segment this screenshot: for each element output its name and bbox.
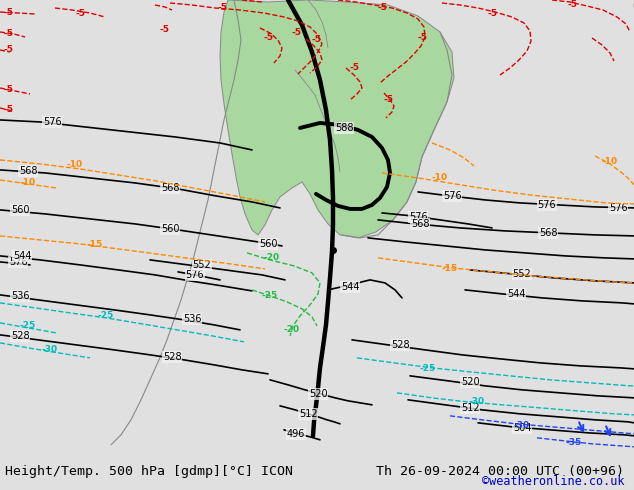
Text: -10: -10 (432, 173, 448, 182)
Text: 512: 512 (299, 409, 317, 419)
Text: 528: 528 (11, 331, 29, 341)
Text: -10: -10 (602, 157, 618, 167)
Text: -30: -30 (42, 345, 58, 354)
Text: -5: -5 (417, 33, 427, 43)
Text: -20: -20 (264, 253, 280, 263)
Text: Height/Temp. 500 hPa [gdmp][°C] ICON: Height/Temp. 500 hPa [gdmp][°C] ICON (5, 465, 293, 478)
Text: 512: 512 (461, 403, 479, 413)
Text: 528: 528 (163, 352, 181, 362)
Text: 576: 576 (42, 117, 61, 127)
Text: 544: 544 (507, 289, 525, 299)
Text: -25: -25 (20, 321, 36, 330)
Text: 520: 520 (461, 377, 479, 387)
Text: -5: -5 (567, 0, 577, 9)
Text: -25: -25 (98, 311, 114, 320)
Text: 544: 544 (340, 282, 359, 292)
Text: 544: 544 (13, 251, 31, 261)
Text: 536: 536 (11, 291, 29, 301)
Text: 504: 504 (513, 423, 531, 433)
Text: -15: -15 (442, 265, 458, 273)
Text: 560: 560 (11, 205, 29, 215)
Text: 560: 560 (161, 224, 179, 234)
Polygon shape (220, 0, 454, 238)
Text: -35: -35 (566, 439, 582, 447)
Text: 496: 496 (287, 429, 305, 439)
Text: -30: -30 (514, 421, 530, 430)
Text: -5: -5 (377, 3, 387, 13)
Text: -5: -5 (3, 46, 13, 54)
Text: -25: -25 (420, 365, 436, 373)
Text: 552: 552 (513, 269, 531, 279)
Text: -5: -5 (383, 96, 393, 104)
Text: 528: 528 (391, 340, 410, 350)
Text: 576: 576 (443, 191, 462, 201)
Text: -25: -25 (262, 292, 278, 300)
Text: 588: 588 (335, 123, 353, 133)
Text: -10: -10 (20, 178, 36, 188)
Text: Th 26-09-2024 00:00 UTC (00+96): Th 26-09-2024 00:00 UTC (00+96) (377, 465, 624, 478)
Text: -15: -15 (87, 241, 103, 249)
Text: -5: -5 (263, 33, 273, 43)
Text: -5: -5 (217, 3, 227, 13)
Text: -10: -10 (67, 160, 83, 170)
Text: -5: -5 (3, 105, 13, 115)
Text: -5: -5 (311, 35, 321, 45)
Text: 568: 568 (411, 219, 429, 229)
Text: -5: -5 (160, 25, 170, 34)
Text: 568: 568 (161, 183, 179, 193)
Text: 568: 568 (539, 228, 557, 238)
Text: 560: 560 (259, 239, 277, 249)
Text: -5: -5 (349, 64, 359, 73)
Text: 576: 576 (609, 203, 627, 213)
Text: -5: -5 (3, 85, 13, 95)
Text: -5: -5 (291, 28, 301, 38)
Text: 576: 576 (409, 212, 427, 222)
Text: -30: -30 (469, 397, 485, 406)
Text: 552: 552 (193, 260, 211, 270)
Text: 576: 576 (538, 200, 556, 210)
Text: 536: 536 (183, 314, 201, 324)
Text: -5: -5 (487, 9, 497, 19)
Text: 568: 568 (19, 166, 37, 176)
Text: -20: -20 (284, 325, 300, 334)
Text: -5: -5 (3, 29, 13, 39)
Text: 520: 520 (309, 389, 327, 399)
Text: ©weatheronline.co.uk: ©weatheronline.co.uk (482, 475, 624, 488)
Text: -5: -5 (3, 8, 13, 18)
Text: 576: 576 (9, 257, 27, 267)
Text: 576: 576 (186, 270, 204, 280)
Text: -5: -5 (75, 9, 85, 19)
